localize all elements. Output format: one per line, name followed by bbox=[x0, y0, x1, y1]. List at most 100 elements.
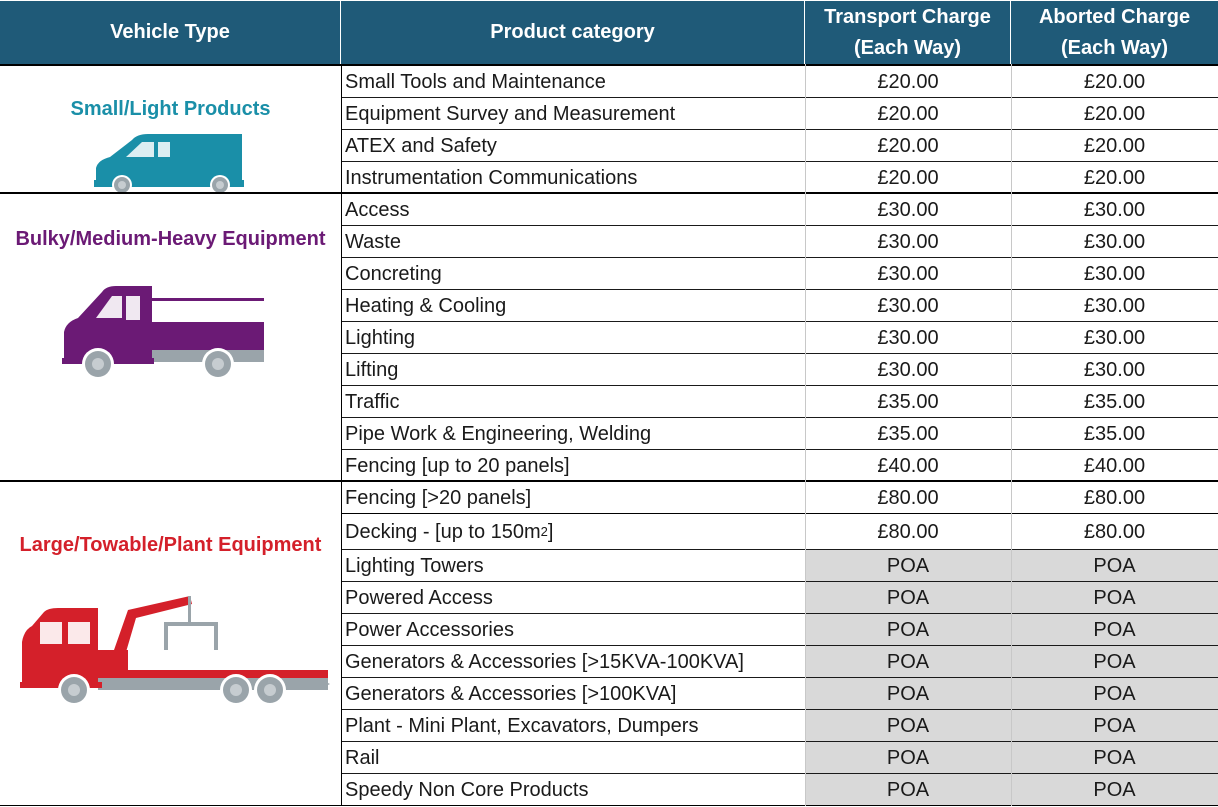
row-divider bbox=[341, 741, 1218, 742]
table-row: Rail POA POA bbox=[341, 742, 1218, 774]
transport-charge-cell: £20.00 bbox=[877, 70, 939, 93]
aborted-charge-cell: £20.00 bbox=[1083, 166, 1146, 189]
product-category-text: Heating & Cooling bbox=[345, 294, 507, 317]
aborted-charge-cell: POA bbox=[1011, 710, 1218, 742]
transport-charge-cell: £30.00 bbox=[877, 230, 939, 253]
row-divider bbox=[341, 677, 1218, 678]
aborted-charge-cell: £30.00 bbox=[1083, 230, 1146, 253]
product-category-cell: Speedy Non Core Products bbox=[341, 774, 805, 806]
product-category-text: Small Tools and Maintenance bbox=[345, 70, 606, 93]
aborted-charge-cell: POA bbox=[1011, 678, 1218, 710]
row-divider bbox=[341, 353, 1218, 354]
aborted-charge-cell: £20.00 bbox=[1083, 102, 1146, 125]
product-category-text: Powered Access bbox=[345, 586, 493, 609]
aborted-charge-cell: POA bbox=[1011, 550, 1218, 582]
transport-charge-cell: £20.00 bbox=[877, 134, 939, 157]
product-category-text: Power Accessories bbox=[345, 618, 514, 641]
product-category-text: Plant - Mini Plant, Excavators, Dumpers bbox=[345, 714, 699, 737]
aborted-charge-cell: POA bbox=[1011, 774, 1218, 806]
table-row: Plant - Mini Plant, Excavators, Dumpers P… bbox=[341, 710, 1218, 742]
product-category-cell: Equipment Survey and Measurement bbox=[341, 98, 805, 130]
header-transport-charge-line1: Transport Charge bbox=[824, 5, 991, 28]
aborted-charge-cell: POA bbox=[1011, 582, 1218, 614]
transport-charge-cell: £35.00 bbox=[877, 422, 939, 445]
transport-charge-cell: POA bbox=[805, 614, 1011, 646]
aborted-charge-cell: POA bbox=[1011, 646, 1218, 678]
transport-charge-cell: £40.00 bbox=[877, 454, 939, 477]
product-category-cell: Concreting bbox=[341, 258, 805, 290]
row-divider bbox=[341, 129, 1218, 130]
row-divider bbox=[341, 289, 1218, 290]
table-row: Equipment Survey and Measurement £20.00 £2… bbox=[341, 98, 1218, 130]
transport-charge-cell: £30.00 bbox=[877, 358, 939, 381]
transport-charge-cell: £35.00 bbox=[877, 390, 939, 413]
transport-charge-cell: £20.00 bbox=[877, 102, 939, 125]
product-category-text: Decking - [up to 150m bbox=[345, 520, 541, 543]
aborted-charge-cell: £40.00 bbox=[1083, 454, 1146, 477]
product-category-text: Fencing [up to 20 panels] bbox=[345, 454, 570, 477]
row-divider bbox=[341, 417, 1218, 418]
group-divider-1 bbox=[0, 192, 1218, 194]
table-row: Lighting £30.00 £30.00 bbox=[341, 322, 1218, 354]
aborted-charge-cell: £80.00 bbox=[1083, 520, 1146, 543]
aborted-charge-cell: £35.00 bbox=[1083, 422, 1146, 445]
product-category-text: ATEX and Safety bbox=[345, 134, 497, 157]
header-aborted-charge-line1: Aborted Charge bbox=[1038, 5, 1191, 28]
header-transport-charge-line2: (Each Way) bbox=[853, 36, 962, 59]
row-divider bbox=[341, 773, 1218, 774]
header-divider bbox=[0, 64, 1218, 66]
product-category-cell: Pipe Work & Engineering, Welding bbox=[341, 418, 805, 450]
table-row: Decking - [up to 150m 2] £80.00 £80.00 bbox=[341, 514, 1218, 550]
product-category-text: Lighting bbox=[345, 326, 416, 349]
group-label-bulky: Bulky/Medium-Heavy Equipment bbox=[15, 228, 326, 250]
table-bottom-border bbox=[0, 805, 1218, 806]
row-divider bbox=[341, 321, 1218, 322]
table-row: Lifting £30.00 £30.00 bbox=[341, 354, 1218, 386]
table-row: Traffic £35.00 £35.00 bbox=[341, 386, 1218, 418]
header-product-category-label: Product category bbox=[490, 21, 655, 43]
crane-truck-icon bbox=[20, 596, 330, 706]
aborted-charge-cell: £30.00 bbox=[1083, 358, 1146, 381]
row-divider bbox=[341, 549, 1218, 550]
row-divider bbox=[341, 257, 1218, 258]
aborted-charge-cell: £30.00 bbox=[1083, 262, 1146, 285]
van-icon bbox=[94, 134, 244, 195]
product-category-text: Pipe Work & Engineering, Welding bbox=[345, 422, 652, 445]
table-row: Pipe Work & Engineering, Welding £35.00 £3… bbox=[341, 418, 1218, 450]
table-row: Fencing [up to 20 panels] £40.00 £40.00 bbox=[341, 450, 1218, 482]
row-divider bbox=[341, 581, 1218, 582]
transport-charge-cell: £30.00 bbox=[877, 262, 939, 285]
product-category-cell: Generators & Accessories [>100KVA] bbox=[341, 678, 805, 710]
transport-charge-cell: £30.00 bbox=[877, 294, 939, 317]
table-row: Lighting Towers POA POA bbox=[341, 550, 1218, 582]
product-category-text: Generators & Accessories [>15KVA-100KVA] bbox=[345, 650, 744, 673]
aborted-column-divider bbox=[1011, 64, 1012, 806]
product-category-cell: Small Tools and Maintenance bbox=[341, 66, 805, 98]
product-category-cell: Heating & Cooling bbox=[341, 290, 805, 322]
flatbed-truck-icon bbox=[62, 286, 264, 380]
row-divider bbox=[341, 385, 1218, 386]
product-category-text: Access bbox=[345, 198, 410, 221]
group-divider-2 bbox=[0, 480, 1218, 482]
table-row: Power Accessories POA POA bbox=[341, 614, 1218, 646]
product-category-cell: Powered Access bbox=[341, 582, 805, 614]
product-category-cell: Access bbox=[341, 194, 805, 226]
aborted-charge-cell: £30.00 bbox=[1083, 198, 1146, 221]
group-label-large: Large/Towable/Plant Equipment bbox=[19, 534, 322, 556]
aborted-charge-cell: £20.00 bbox=[1083, 134, 1146, 157]
product-category-cell: Generators & Accessories [>15KVA-100KVA] bbox=[341, 646, 805, 678]
aborted-charge-cell: £20.00 bbox=[1083, 70, 1146, 93]
product-category-cell: Lifting bbox=[341, 354, 805, 386]
product-category-text: Rail bbox=[345, 746, 380, 769]
header-aborted-charge: Aborted Charge (Each Way) bbox=[1011, 1, 1218, 64]
transport-column-divider bbox=[805, 64, 806, 806]
transport-charge-cell: £20.00 bbox=[877, 166, 939, 189]
product-category-text: Concreting bbox=[345, 262, 442, 285]
aborted-charge-cell: £80.00 bbox=[1083, 486, 1146, 509]
group-label-small: Small/Light Products bbox=[70, 98, 271, 120]
transport-charge-cell: POA bbox=[805, 710, 1011, 742]
table-row: Generators & Accessories [>15KVA-100KVA]… bbox=[341, 646, 1218, 678]
row-divider bbox=[341, 513, 1218, 514]
table-row: Access £30.00 £30.00 bbox=[341, 194, 1218, 226]
